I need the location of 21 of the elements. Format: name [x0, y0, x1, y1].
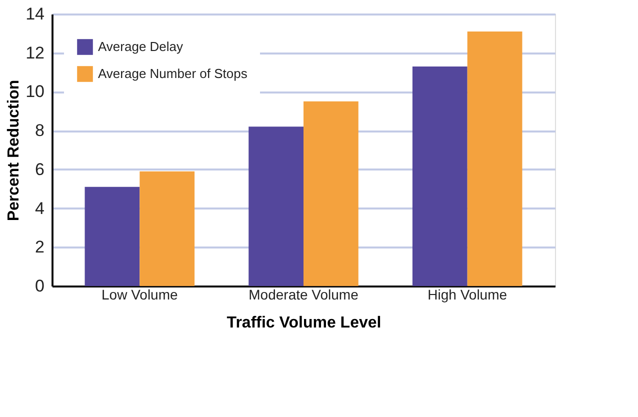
y-tick-label: 6: [35, 160, 44, 179]
y-tick-label: 14: [26, 4, 44, 24]
bar: [412, 66, 468, 286]
bar: [467, 31, 522, 286]
bar: [304, 101, 358, 286]
x-tick-label: Low Volume: [102, 286, 178, 302]
y-tick-label: 10: [26, 82, 44, 102]
bar: [84, 186, 140, 286]
x-axis-title: Traffic Volume Level: [226, 314, 382, 332]
bar: [140, 171, 195, 286]
bar: [248, 126, 304, 286]
y-tick-label: 0: [35, 276, 44, 296]
y-tick-label: 12: [26, 43, 44, 62]
x-tick-label: Moderate Volume: [248, 286, 359, 302]
y-tick-label: 8: [35, 121, 44, 140]
x-tick-label: High Volume: [428, 286, 508, 302]
y-tick-label: 4: [35, 198, 44, 218]
legend-label: Average Number of Stops: [98, 66, 248, 81]
legend-label: Average Delay: [98, 39, 184, 54]
y-tick-label: 2: [35, 238, 44, 257]
y-axis-title: Percent Reduction: [6, 80, 23, 222]
